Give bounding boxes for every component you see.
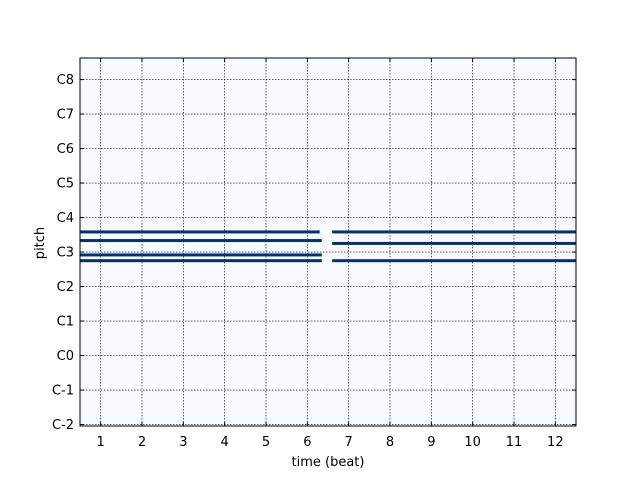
- x-tick-label: 4: [221, 435, 229, 450]
- note-bar: [332, 230, 576, 234]
- x-tick-label: 2: [138, 435, 146, 450]
- x-tick-label: 10: [464, 435, 481, 450]
- x-tick-label: 11: [506, 435, 523, 450]
- y-tick-label: C3: [57, 246, 74, 261]
- note-bar: [332, 241, 576, 245]
- y-tick-label: C0: [57, 349, 74, 364]
- x-tick-label: 12: [547, 435, 564, 450]
- y-tick-label: C8: [57, 73, 74, 88]
- note-bar: [80, 253, 322, 257]
- note-bar: [80, 230, 320, 234]
- note-bar: [80, 239, 322, 243]
- y-tick-label: C-1: [52, 384, 74, 399]
- x-tick-labels: 1 2 3 4 5 6 7 8 9 10 11 12: [97, 435, 564, 450]
- x-tick-label: 6: [303, 435, 311, 450]
- notes-layer: [80, 230, 576, 263]
- x-axis-label: time (beat): [292, 455, 365, 470]
- x-tick-label: 8: [386, 435, 394, 450]
- y-tick-label: C7: [57, 108, 74, 123]
- plot-frame: [79, 57, 577, 427]
- y-tick-label: C2: [57, 280, 74, 295]
- x-tick-label: 5: [262, 435, 270, 450]
- y-tick-labels: C-2 C-1 C0 C1 C2 C3 C4 C5 C6 C7 C8: [52, 73, 74, 433]
- x-tick-label: 7: [345, 435, 353, 450]
- y-tick-label: C-2: [52, 418, 74, 433]
- y-tick-label: C5: [57, 177, 74, 192]
- y-tick-label: C6: [57, 142, 74, 157]
- y-tick-label: C4: [57, 211, 74, 226]
- x-tick-label: 9: [427, 435, 435, 450]
- x-tick-label: 1: [97, 435, 105, 450]
- note-bar: [332, 259, 576, 263]
- tick-marks: [80, 58, 576, 426]
- y-axis-label: pitch: [33, 227, 48, 259]
- y-tick-label: C1: [57, 315, 74, 330]
- x-tick-label: 3: [179, 435, 187, 450]
- note-bar: [80, 259, 322, 263]
